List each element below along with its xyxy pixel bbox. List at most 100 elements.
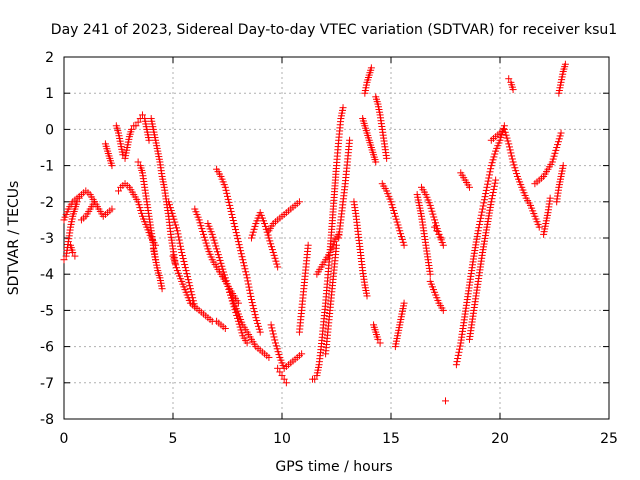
data-point [255, 325, 263, 333]
data-point [197, 222, 205, 230]
y-tick-label: 1 [45, 86, 54, 102]
data-point [254, 319, 262, 327]
data-point [269, 330, 277, 338]
data-point [168, 209, 176, 217]
data-point [190, 300, 198, 308]
data-point [179, 255, 187, 263]
data-point [491, 150, 499, 158]
x-tick-label: 10 [273, 431, 291, 447]
data-point [488, 159, 496, 167]
data-point [502, 131, 510, 139]
data-point [220, 268, 228, 276]
data-point [554, 138, 562, 146]
data-point [158, 285, 166, 293]
data-point [489, 192, 497, 200]
data-point [230, 220, 238, 228]
data-point [237, 247, 245, 255]
data-point [273, 260, 281, 268]
data-point [452, 361, 460, 369]
data-point [239, 259, 247, 267]
data-point [235, 241, 243, 249]
y-tick-label: -6 [40, 340, 54, 356]
x-tick-label: 5 [169, 431, 178, 447]
y-tick-label: -5 [40, 303, 54, 319]
data-point [182, 267, 190, 275]
data-point [442, 397, 449, 405]
data-point [211, 239, 219, 247]
data-point [201, 236, 209, 244]
data-point [513, 170, 521, 178]
data-point [429, 210, 437, 218]
data-point [220, 271, 228, 279]
data-point [208, 230, 216, 238]
data-point [490, 153, 498, 161]
data-point [400, 241, 408, 249]
data-point [200, 233, 208, 241]
data-point [216, 256, 224, 264]
data-point [166, 201, 174, 209]
data-point [476, 217, 484, 225]
data-point [488, 195, 496, 203]
data-point [479, 205, 487, 213]
data-point [186, 285, 194, 293]
data-point [475, 221, 483, 229]
data-point [346, 136, 354, 144]
data-point [535, 223, 543, 231]
data-point [389, 204, 397, 212]
data-point [236, 244, 244, 252]
data-point [224, 195, 232, 203]
data-point [221, 183, 229, 191]
data-point [486, 168, 494, 176]
data-point [172, 221, 180, 229]
data-point [229, 213, 237, 221]
data-point [248, 299, 256, 307]
data-point [272, 257, 280, 265]
data-point [559, 162, 567, 170]
data-point [271, 336, 279, 344]
data-point [213, 248, 221, 256]
data-point [246, 289, 254, 297]
data-point [501, 128, 509, 136]
data-point [183, 270, 191, 278]
data-point [396, 227, 404, 235]
data-point [134, 118, 142, 126]
data-point [170, 215, 178, 223]
data-point [439, 241, 447, 249]
data-point [238, 253, 246, 261]
data-point [271, 339, 279, 347]
data-point [431, 223, 439, 231]
data-point [173, 227, 181, 235]
data-point [485, 174, 493, 182]
data-point [509, 86, 517, 94]
data-point [507, 149, 515, 157]
data-point [241, 265, 249, 273]
data-point [273, 345, 281, 353]
data-point [212, 242, 220, 250]
data-point [431, 219, 439, 227]
data-point [256, 328, 264, 336]
data-point [555, 135, 563, 143]
data-point [244, 280, 252, 288]
data-point [398, 235, 406, 243]
data-point [249, 228, 257, 236]
data-point [213, 245, 221, 253]
data-point [274, 263, 282, 271]
data-point [392, 215, 400, 223]
data-point [456, 345, 464, 353]
data-point [383, 154, 391, 162]
y-tick-label: -7 [40, 376, 54, 392]
data-point [487, 165, 495, 173]
x-tick-label: 0 [60, 431, 69, 447]
data-point [455, 348, 463, 356]
data-point [189, 297, 197, 305]
data-point [268, 246, 276, 254]
data-point [138, 111, 146, 119]
data-point [202, 239, 210, 247]
data-point [399, 238, 407, 246]
data-point [552, 146, 560, 154]
y-axis-title: SDTVAR / TECUs [6, 181, 22, 296]
data-point [184, 276, 192, 284]
data-point [165, 198, 173, 206]
